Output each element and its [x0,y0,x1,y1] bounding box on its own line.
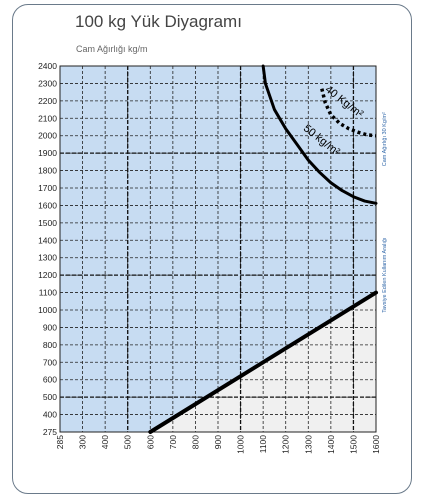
x-tick-label: 1000 [236,435,246,454]
chart-subtitle: Cam Ağırlığı kg/m [76,44,148,54]
y-tick-label: 1400 [38,235,57,245]
x-tick-label: 1400 [326,435,336,454]
x-tick-label: 285 [55,435,65,449]
y-tick-label: 1300 [38,253,57,263]
y-tick-label: 1700 [38,183,57,193]
y-tick-label: 1000 [38,305,57,315]
x-tick-label: 1300 [303,435,313,454]
x-tick-label: 1200 [281,435,291,454]
y-tick-label: 1800 [38,166,57,176]
x-tick-label: 500 [123,435,133,449]
x-tick-label: 1600 [371,435,381,454]
x-tick-label: 900 [213,435,223,449]
y-tick-label: 2000 [38,131,57,141]
y-tick-label: 2200 [38,96,57,106]
y-tick-label: 1900 [38,148,57,158]
y-tick-label: 2400 [38,61,57,71]
annotation-label: Cam Ağırlığı 30 Kg/m² [382,112,388,166]
y-tick-label: 1500 [38,218,57,228]
y-tick-label: 700 [43,357,57,367]
y-tick-label: 600 [43,375,57,385]
x-tick-label: 700 [168,435,178,449]
y-tick-label: 275 [43,427,57,437]
y-tick-label: 2300 [38,78,57,88]
x-tick-label: 800 [190,435,200,449]
y-tick-label: 800 [43,340,57,350]
curve-40-kg [320,88,377,138]
recommended-range-line [148,290,378,434]
y-tick-label: 1200 [38,270,57,280]
y-tick-label: 500 [43,392,57,402]
x-tick-label: 600 [145,435,155,449]
annotation-label: Tavsiye Edilen Kullanım Aralığı [382,238,388,313]
x-tick-label: 300 [78,435,88,449]
x-tick-label: 1100 [258,435,268,454]
y-tick-label: 1100 [39,288,58,298]
chart-title: 100 kg Yük Diyagramı [75,12,242,31]
y-tick-label: 2100 [38,113,57,123]
y-tick-label: 1600 [38,200,57,210]
x-tick-label: 400 [100,435,110,449]
y-tick-label: 900 [43,322,57,332]
plot-frame [59,65,377,433]
x-tick-label: 1500 [348,435,358,454]
y-tick-label: 400 [43,410,57,420]
curve-50-kg [261,64,378,205]
